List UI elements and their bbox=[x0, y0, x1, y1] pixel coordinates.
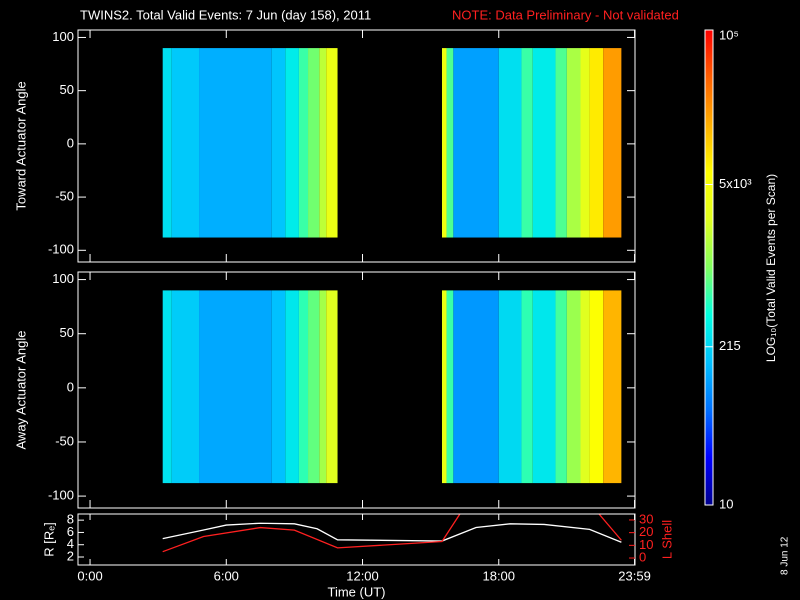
y-tick-label: 4 bbox=[67, 536, 74, 551]
series-line bbox=[162, 514, 622, 553]
colorbar-tick-label: 215 bbox=[719, 338, 741, 353]
heat-cell bbox=[498, 290, 522, 484]
heat-cell bbox=[308, 48, 320, 238]
y-axis-label: Away Actuator Angle bbox=[13, 330, 28, 449]
colorbar-tick-label: 10 bbox=[719, 496, 733, 511]
heat-cell bbox=[326, 48, 338, 238]
y-tick-label: 0 bbox=[67, 379, 74, 394]
y-tick-label: 6 bbox=[67, 524, 74, 539]
x-tick-label: 18:00 bbox=[482, 568, 515, 583]
heat-cell bbox=[441, 48, 447, 238]
heat-cell bbox=[580, 48, 590, 238]
heat-cell bbox=[199, 290, 272, 484]
heat-cell bbox=[441, 290, 447, 484]
heat-cell bbox=[271, 290, 286, 484]
y-tick-label: 50 bbox=[60, 325, 74, 340]
heat-cell bbox=[162, 48, 172, 238]
y2-tick-label: 0 bbox=[639, 549, 646, 564]
panel-frame bbox=[77, 513, 636, 566]
y-tick-label: 100 bbox=[52, 29, 74, 44]
heat-cell bbox=[162, 290, 172, 484]
heat-cell bbox=[566, 48, 581, 238]
y-tick-label: -100 bbox=[48, 488, 74, 503]
heat-cell bbox=[566, 290, 581, 484]
colorbar-tick-label: 10⁵ bbox=[719, 27, 739, 42]
heat-cell bbox=[580, 290, 590, 484]
figure-title: TWINS2. Total Valid Events: 7 Jun (day 1… bbox=[80, 7, 371, 22]
y-tick-label: 0 bbox=[67, 135, 74, 150]
colorbar bbox=[704, 29, 714, 506]
y2-tick-label: 10 bbox=[639, 537, 653, 552]
heat-cell bbox=[271, 48, 286, 238]
x-tick-label: 12:00 bbox=[346, 568, 379, 583]
heat-cell bbox=[285, 290, 299, 484]
y-axis-label: Toward Actuator Angle bbox=[13, 81, 28, 210]
heat-cell bbox=[308, 290, 320, 484]
heat-cell bbox=[453, 48, 499, 238]
heat-cell bbox=[603, 290, 622, 484]
y-tick-label: -100 bbox=[48, 242, 74, 257]
x-axis-label: Time (UT) bbox=[327, 584, 385, 599]
y-tick-label: -50 bbox=[55, 433, 74, 448]
colorbar-tick-label: 5x10³ bbox=[719, 176, 752, 191]
y-tick-label: -50 bbox=[55, 189, 74, 204]
date-stamp: 8 Jun 12 bbox=[780, 536, 791, 575]
colorbar-label: LOG₁₀(Total Valid Events per Scan) bbox=[764, 174, 778, 362]
y2-axis-label: L Shell bbox=[659, 520, 674, 559]
heat-cell bbox=[603, 48, 622, 238]
heat-cell bbox=[298, 290, 309, 484]
heat-cell bbox=[555, 48, 567, 238]
heat-cell bbox=[589, 48, 604, 238]
x-tick-label: 23:59 bbox=[618, 568, 651, 583]
x-tick-label: 0:00 bbox=[77, 568, 102, 583]
line-plot bbox=[162, 514, 622, 553]
heat-cell bbox=[532, 48, 556, 238]
heat-cell bbox=[298, 48, 309, 238]
y-axis-label: R [Rₑ] bbox=[41, 522, 56, 556]
heat-cell bbox=[319, 48, 327, 238]
heat-cell bbox=[498, 48, 522, 238]
heat-cell bbox=[171, 290, 200, 484]
series-line bbox=[162, 522, 622, 543]
heat-cell bbox=[171, 48, 200, 238]
heat-cell bbox=[589, 290, 604, 484]
y2-tick-label: 20 bbox=[639, 524, 653, 539]
heat-cell bbox=[521, 290, 533, 484]
y-tick-label: 8 bbox=[67, 512, 74, 527]
heat-cell bbox=[521, 48, 533, 238]
heat-cell bbox=[446, 290, 454, 484]
y2-tick-label: 30 bbox=[639, 511, 653, 526]
heat-cell bbox=[453, 290, 499, 484]
heat-cell bbox=[532, 290, 556, 484]
panel-frame bbox=[77, 271, 636, 509]
heat-cell bbox=[319, 290, 327, 484]
heat-cell bbox=[326, 290, 338, 484]
note: NOTE: Data Preliminary - Not validated bbox=[452, 7, 679, 22]
y-tick-label: 2 bbox=[67, 548, 74, 563]
heat-cell bbox=[555, 290, 567, 484]
panel-frame bbox=[77, 29, 636, 263]
heat-cell bbox=[446, 48, 454, 238]
x-tick-label: 6:00 bbox=[214, 568, 239, 583]
heat-cell bbox=[285, 48, 299, 238]
y-tick-label: 100 bbox=[52, 271, 74, 286]
heat-cell bbox=[199, 48, 272, 238]
y-tick-label: 50 bbox=[60, 82, 74, 97]
